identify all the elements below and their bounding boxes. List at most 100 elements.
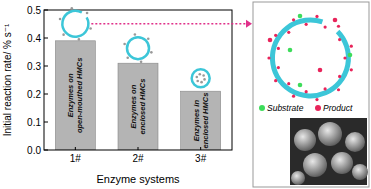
icon-enzyme (78, 38, 81, 41)
icon-enzyme (203, 78, 206, 81)
inset-enzyme (338, 38, 341, 41)
y-tick (44, 94, 48, 95)
icon-enzyme (89, 27, 92, 30)
icon-enzyme (202, 74, 205, 77)
x-tick-label: 1# (70, 153, 82, 164)
icon-enzyme (140, 61, 143, 64)
inset-frame (253, 2, 369, 187)
inset-molecule (268, 38, 273, 43)
y-tick (44, 10, 48, 11)
inset-enzyme (287, 31, 290, 34)
sem-sphere (303, 153, 327, 177)
sem-sphere (345, 132, 365, 152)
inset-legend-marker (315, 105, 321, 111)
inset-legend-marker (259, 105, 265, 111)
inset-enzyme (274, 34, 277, 37)
icon-enzyme (134, 33, 137, 36)
inset-enzyme (315, 15, 318, 18)
y-axis-label: Initial reaction rate/ % s⁻¹ (2, 23, 13, 136)
inset-enzyme (267, 56, 270, 59)
inset-enzyme (305, 23, 308, 26)
bar-annotation: Enzymes inenclosed HMCs (192, 93, 210, 149)
x-tick (75, 147, 76, 150)
icon-enzyme (70, 7, 73, 10)
inset-legend-label: Product (323, 103, 353, 113)
y-tick-label: 0.1 (27, 117, 41, 128)
inset-enzyme (277, 66, 280, 69)
plot-frame (44, 10, 232, 150)
inset: Substrate Product (253, 2, 369, 187)
inset-enzyme (315, 98, 318, 101)
icon-shell (127, 37, 149, 59)
annotation-line: enclosed HMCs (201, 93, 210, 149)
icon-enzyme (198, 73, 201, 76)
y-tick-label: 0.4 (27, 33, 41, 44)
sem-image (290, 118, 367, 185)
sem-sphere (294, 129, 316, 151)
inset-enzyme (305, 90, 308, 93)
annotation-line: enclosed HMCs (138, 79, 147, 135)
y-tick (44, 66, 48, 67)
pointer-arrowhead (246, 20, 252, 28)
y-tick-label: 0.3 (27, 61, 41, 72)
pointer-arrow (91, 23, 246, 25)
sem-sphere (291, 171, 305, 185)
bar-annotation: Enzymes onopen-mouthed HMCs (66, 58, 84, 133)
annotation-line: open-mouthed HMCs (75, 58, 84, 133)
inset-enzyme (277, 47, 280, 50)
bar-annotation: Enzymes onenclosed HMCs (129, 79, 147, 135)
icon-enzyme (62, 33, 65, 36)
inset-enzyme (350, 68, 353, 71)
annotation-line: Enzymes in (192, 100, 201, 142)
sem-sphere (352, 164, 368, 180)
inset-legend-label: Substrate (267, 103, 304, 113)
inset-molecule (333, 18, 338, 23)
figure: 0.0 0.1 0.2 0.3 0.4 0.5 1# 2# 3# Enzyme systems In… (0, 0, 371, 189)
icon-enzyme (126, 56, 129, 59)
bars (55, 41, 220, 150)
annotation-line: Enzymes on (66, 73, 75, 117)
bar (55, 41, 95, 150)
y-tick (44, 122, 48, 123)
inset-enzyme (350, 45, 353, 48)
inset-enzyme (343, 56, 346, 59)
inset-enzyme (324, 87, 327, 90)
y-tick (44, 150, 48, 151)
inset-molecule (298, 14, 303, 19)
icon-enzyme (123, 43, 126, 46)
icon-enzyme (147, 37, 150, 40)
inset-enzyme (287, 82, 290, 85)
annotation-line: Enzymes on (129, 84, 138, 128)
y-tick-label: 0.5 (27, 5, 41, 16)
x-axis-label: Enzyme systems (96, 173, 180, 185)
inset-molecule (298, 83, 303, 88)
inset-molecule (318, 68, 323, 73)
inset-shell (272, 20, 348, 96)
sem-sphere (331, 152, 353, 174)
icon-enzyme (196, 80, 199, 83)
sem-sphere (318, 122, 342, 146)
inset-molecule (348, 53, 353, 58)
icon-enzyme (200, 81, 203, 84)
inset-enzyme (337, 25, 340, 28)
inset-enzyme (338, 75, 341, 78)
inset-enzyme (274, 79, 277, 82)
bar (181, 91, 221, 150)
x-tick-label: 3# (195, 153, 207, 164)
y-tick (44, 38, 48, 39)
x-tick-label: 2# (132, 153, 144, 164)
icon-shell (192, 69, 210, 87)
x-tick (138, 147, 139, 150)
icon-enzyme (59, 18, 62, 21)
icon-enzyme (150, 51, 153, 54)
icon-open-shell (62, 11, 88, 37)
y-tick-label: 0.2 (27, 89, 41, 100)
icon-enzyme (86, 12, 89, 15)
inset-molecule (288, 48, 293, 53)
bar (118, 63, 158, 150)
inset-enzyme (292, 95, 295, 98)
inset-enzyme (324, 25, 327, 28)
y-tick-label: 0.0 (27, 145, 41, 156)
inset-enzyme (292, 18, 295, 21)
icon-enzyme (195, 76, 198, 79)
